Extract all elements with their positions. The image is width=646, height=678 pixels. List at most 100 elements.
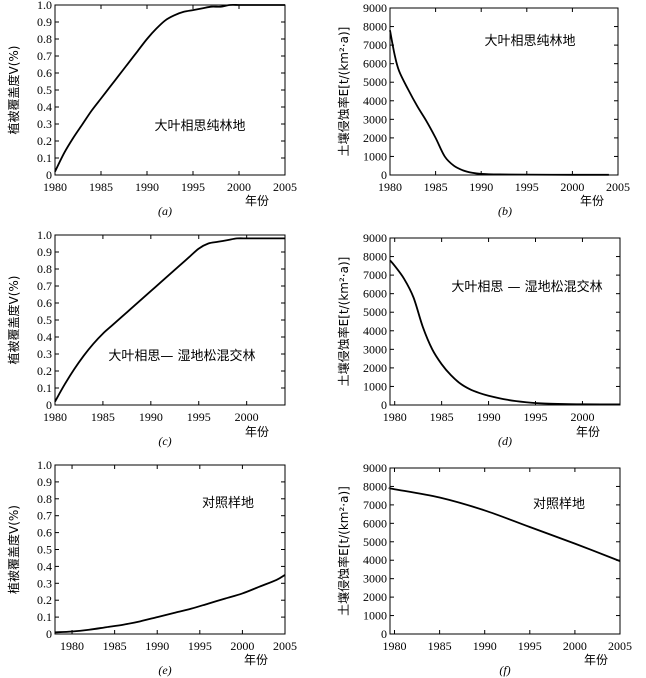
x-tick-label: 1990 [469,180,493,194]
y-tick-label: 0.3 [37,347,52,361]
x-tick-label: 1995 [187,410,211,424]
chart-panel-d: 0 1000 2000 3000 4000 5000 6000 7000 8000 9000 198… [336,231,621,448]
y-tick-label: 8000 [363,250,387,264]
y-tick-label: 0 [46,168,52,182]
y-tick-label: 0.6 [37,296,52,310]
x-axis-label: 年份 [576,425,600,439]
y-tick-label: 3000 [363,572,387,586]
x-axis-label: 年份 [584,653,608,667]
y-tick-label: 0.3 [37,576,52,590]
series-line [54,237,285,403]
y-tick-label: 0.9 [37,475,52,489]
x-tick-label: 1995 [181,180,205,194]
x-axis-label: 年份 [245,194,269,208]
x-tick-label: 1995 [188,639,212,653]
plot-frame [54,4,286,176]
y-tick-label: 0.3 [37,117,52,131]
chart-panel-f: 0 1000 2000 3000 4000 5000 6000 7000 8000 9000 198… [336,461,632,677]
y-tick-label: 3000 [363,342,387,356]
x-tick-label: 2005 [608,639,632,653]
y-tick-label: 0.5 [37,313,52,327]
plot-frame [54,234,286,406]
y-tick-label: 3000 [363,112,387,126]
series-line [388,487,621,562]
y-tick-label: 0 [381,627,387,641]
y-tick-label: 8000 [363,20,387,34]
x-tick-label: 2000 [560,180,584,194]
panel-caption: (c) [158,434,171,448]
annotation-label: 大叶相思 — 湿地松混交林 [451,279,602,295]
y-tick-label: 0.9 [37,245,52,259]
x-axis-label: 年份 [244,653,268,667]
y-tick-label: 4000 [363,94,387,108]
y-tick-label: 6000 [363,287,387,301]
annotation-label: 对照样地 [202,496,254,511]
y-tick-label: 0.8 [37,32,52,46]
y-tick-label: 8000 [363,479,387,493]
y-tick-label: 0.8 [37,492,52,506]
x-tick-label: 2000 [230,639,254,653]
x-tick-label: 2005 [273,639,297,653]
y-tick-label: 2000 [363,131,387,145]
panel-caption: (e) [158,663,171,677]
y-axis-label: 土壤侵蚀率E[t/(km²·a)] [336,257,351,387]
x-tick-label: 1980 [43,410,67,424]
x-tick-label: 1990 [477,410,501,424]
y-tick-label: 9000 [363,1,387,15]
annotation-label: 大叶相思纯林地 [154,119,245,134]
x-tick-label: 1985 [428,639,452,653]
x-tick-label: 1990 [135,180,159,194]
y-tick-label: 9000 [363,461,387,475]
y-tick-label: 0.2 [37,593,52,607]
x-tick-label: 1980 [43,180,67,194]
y-tick-label: 0 [381,398,387,412]
y-tick-label: 6000 [363,57,387,71]
series-line [389,259,621,406]
y-tick-label: 4000 [363,324,387,338]
chart-panel-a: 0 0.1 0.2 0.3 0.4 0.5 0.6 0.7 0.8 0.9 1.0 1980 1985 1… [6,0,297,218]
y-axis-label: 植被覆盖度V(%) [6,46,21,135]
chart-panel-c: 0 0.1 0.2 0.3 0.4 0.5 0.6 0.7 0.8 0.9 1.0 1980 1985 1… [6,228,286,448]
y-tick-label: 0.4 [37,100,52,114]
panel-caption: (f) [499,663,510,677]
y-tick-label: 0.4 [37,559,52,573]
x-tick-label: 1980 [383,639,407,653]
y-tick-label: 0 [46,398,52,412]
y-tick-label: 5000 [363,305,387,319]
y-tick-label: 0.5 [37,543,52,557]
y-tick-label: 4000 [363,553,387,567]
y-tick-label: 9000 [363,231,387,245]
y-tick-label: 5000 [363,535,387,549]
y-tick-label: 1000 [363,609,387,623]
x-tick-label: 1995 [515,180,539,194]
y-axis-label: 植被覆盖度V(%) [6,276,21,365]
x-axis-label: 年份 [245,425,269,439]
y-tick-label: 0.2 [37,134,52,148]
y-axis-label: 植被覆盖度V(%) [6,505,21,594]
y-tick-label: 0.2 [37,364,52,378]
x-axis-label: 年份 [580,194,604,208]
panel-caption: (a) [158,204,172,218]
series-line [54,3,285,172]
y-tick-label: 6000 [363,516,387,530]
y-tick-label: 0.1 [37,381,52,395]
x-tick-label: 1980 [378,180,402,194]
x-tick-label: 1985 [91,410,115,424]
y-tick-label: 7000 [363,498,387,512]
y-tick-label: 0.5 [37,83,52,97]
y-tick-label: 2000 [363,361,387,375]
x-tick-label: 1995 [524,410,548,424]
x-tick-label: 1990 [145,639,169,653]
plot-frame [389,467,621,635]
y-tick-label: 0 [381,168,387,182]
y-tick-label: 0.4 [37,330,52,344]
y-tick-label: 0 [46,627,52,641]
chart-panel-b: 0 1000 2000 3000 4000 5000 6000 7000 8000 9000 198… [336,1,630,218]
x-tick-label: 1985 [424,180,448,194]
y-tick-label: 0.8 [37,262,52,276]
x-tick-label: 2000 [563,639,587,653]
annotation-label: 对照样地 [533,497,585,512]
x-tick-label: 1985 [89,180,113,194]
y-tick-label: 0.9 [37,15,52,29]
